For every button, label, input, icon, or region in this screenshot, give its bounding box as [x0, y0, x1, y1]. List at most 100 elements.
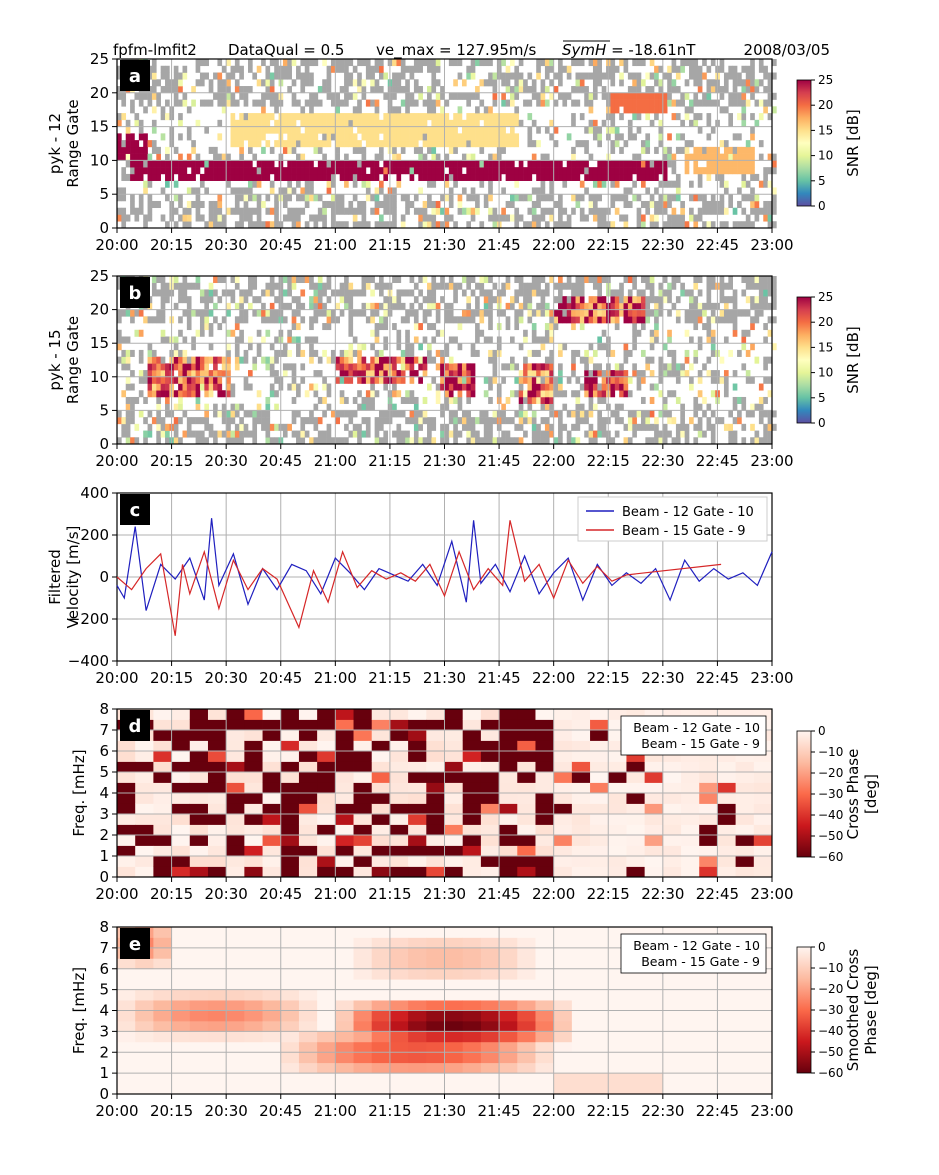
heatmap-cell	[470, 437, 476, 445]
heatmap-cell	[654, 336, 659, 344]
heatmap-cell	[636, 309, 642, 317]
heatmap-cell	[697, 173, 703, 181]
heatmap-cell	[697, 289, 703, 297]
heatmap-cell	[527, 173, 533, 181]
heatmap-cell	[444, 772, 464, 783]
heatmap-cell	[549, 173, 554, 181]
heatmap-cell	[448, 282, 454, 290]
heatmap-cell	[287, 289, 292, 297]
heatmap-cell	[697, 79, 703, 87]
heatmap-cell	[427, 173, 432, 181]
heatmap-cell	[383, 282, 389, 290]
heatmap-cell	[348, 343, 354, 351]
heatmap-cell	[125, 437, 131, 445]
heatmap-cell	[540, 376, 546, 384]
heatmap-cell	[117, 437, 122, 445]
heatmap-cell	[427, 113, 432, 121]
heatmap-cell	[226, 740, 245, 752]
heatmap-cell	[544, 194, 550, 202]
heatmap-cell	[274, 194, 279, 202]
heatmap-cell	[357, 403, 362, 411]
heatmap-cell	[681, 824, 700, 836]
heatmap-cell	[627, 72, 633, 80]
heatmap-cell	[365, 282, 371, 290]
heatmap-cell	[723, 140, 729, 148]
heatmap-cell	[461, 173, 467, 181]
heatmap-cell	[335, 719, 354, 731]
heatmap-cell	[588, 167, 594, 175]
heatmap-cell	[121, 214, 127, 222]
header-vemax: ve_max = 127.95m/s	[376, 41, 537, 60]
heatmap-cell	[553, 200, 559, 209]
heatmap-cell	[221, 79, 227, 87]
heatmap-cell	[649, 437, 655, 445]
heatmap-cell	[317, 214, 323, 222]
heatmap-cell	[549, 410, 554, 418]
heatmap-cell	[540, 194, 546, 202]
heatmap-cell	[261, 167, 266, 175]
heatmap-cell	[291, 276, 297, 284]
x-tick-label: 22:45	[696, 669, 739, 687]
heatmap-cell	[626, 793, 646, 804]
heatmap-cell	[592, 430, 598, 438]
heatmap-cell	[322, 289, 327, 297]
heatmap-cell	[217, 296, 223, 304]
heatmap-cell	[317, 289, 323, 297]
heatmap-cell	[230, 289, 236, 297]
heatmap-cell	[330, 316, 336, 324]
heatmap-cell	[287, 126, 292, 134]
heatmap-cell	[644, 856, 664, 867]
heatmap-cell	[453, 79, 458, 87]
heatmap-cell	[213, 200, 218, 209]
heatmap-cell	[610, 349, 616, 357]
heatmap-cell	[226, 363, 231, 371]
heatmap-cell	[527, 383, 533, 391]
heatmap-cell	[348, 410, 354, 418]
heatmap-cell	[571, 113, 576, 121]
heatmap-cell	[483, 140, 489, 148]
heatmap-cell	[632, 194, 637, 202]
heatmap-cell	[248, 133, 253, 141]
heatmap-cell	[262, 782, 282, 794]
heatmap-cell	[702, 396, 707, 404]
heatmap-cell	[409, 65, 415, 73]
heatmap-cell	[309, 180, 314, 188]
heatmap-cell	[518, 370, 524, 378]
heatmap-cell	[339, 86, 345, 94]
heatmap-cell	[296, 153, 301, 161]
heatmap-cell	[322, 410, 327, 418]
heatmap-cell	[645, 140, 651, 148]
heatmap-cell	[143, 417, 148, 425]
heatmap-cell	[186, 390, 192, 398]
heatmap-cell	[413, 410, 419, 418]
heatmap-cell	[575, 403, 581, 411]
heatmap-cell	[566, 437, 572, 445]
heatmap-cell	[226, 309, 231, 317]
heatmap-cell	[440, 126, 445, 134]
heatmap-cell	[444, 133, 450, 141]
heatmap-cell	[396, 119, 402, 127]
heatmap-cell	[684, 423, 690, 431]
heatmap-cell	[239, 167, 244, 175]
heatmap-cell	[171, 730, 191, 741]
heatmap-cell	[130, 207, 135, 215]
heatmap-cell	[689, 336, 694, 344]
heatmap-cell	[735, 824, 755, 836]
heatmap-cell	[510, 119, 515, 127]
heatmap-cell	[348, 376, 354, 384]
heatmap-cell	[658, 92, 664, 100]
heatmap-cell	[523, 363, 528, 371]
heatmap-cell	[553, 719, 573, 731]
heatmap-cell	[462, 845, 482, 857]
heatmap-cell	[379, 146, 384, 154]
heatmap-cell	[745, 153, 751, 161]
heatmap-cell	[470, 187, 476, 195]
heatmap-cell	[483, 376, 489, 384]
heatmap-cell	[153, 845, 172, 857]
heatmap-cell	[571, 207, 576, 215]
heatmap-cell	[719, 221, 725, 229]
heatmap-cell	[717, 772, 737, 783]
heatmap-cell	[431, 200, 437, 209]
heatmap-cell	[339, 133, 345, 141]
heatmap-cell	[693, 282, 699, 290]
